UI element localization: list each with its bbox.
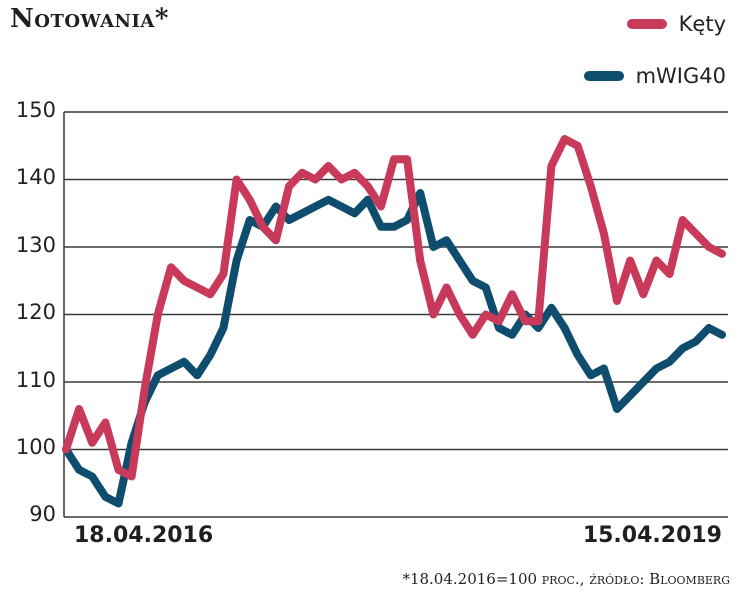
chart-title: Notowania*	[10, 4, 169, 34]
legend-swatch-kety	[626, 19, 667, 29]
legend-item-mwig40: mWIG40	[583, 64, 726, 88]
footnote: *18.04.2016=100 proc., źródło: Bloomberg	[402, 570, 730, 588]
series-line-mwig40	[62, 189, 726, 508]
y-tick-110: 110	[15, 368, 56, 392]
x-label-start: 18.04.2016	[74, 523, 214, 548]
series-line-kety	[62, 135, 726, 481]
x-label-end: 15.04.2019	[582, 523, 722, 548]
legend-label-kety: Kęty	[678, 12, 726, 36]
legend-swatch-mwig40	[583, 71, 624, 81]
y-tick-130: 130	[15, 233, 56, 257]
legend-label-mwig40: mWIG40	[635, 64, 726, 88]
y-tick-90: 90	[29, 502, 56, 526]
y-tick-150: 150	[15, 98, 56, 122]
gridlines	[63, 111, 728, 518]
y-tick-100: 100	[15, 435, 56, 459]
y-tick-140: 140	[15, 165, 56, 189]
legend-item-kety: Kęty	[626, 12, 726, 36]
y-tick-120: 120	[15, 300, 56, 324]
